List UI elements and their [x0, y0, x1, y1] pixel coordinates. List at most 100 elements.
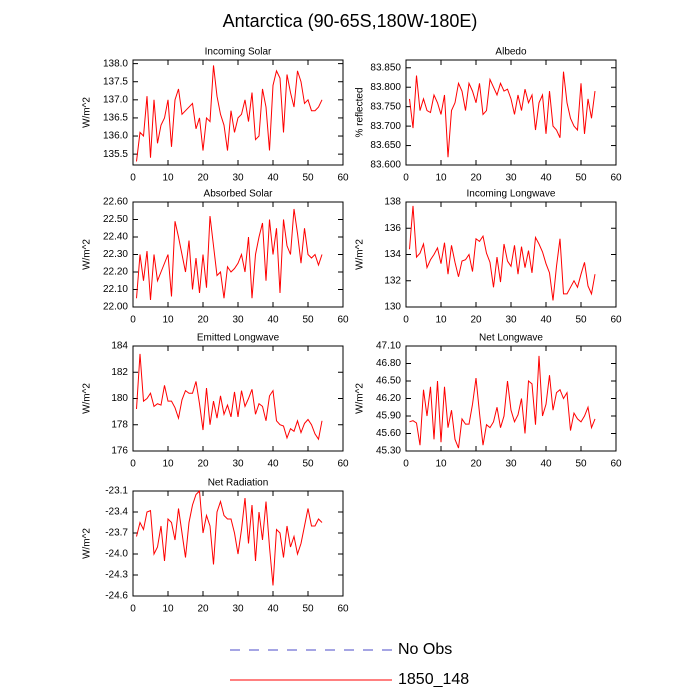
x-tick-label: 40	[540, 315, 552, 326]
x-tick-label: 30	[232, 459, 244, 470]
x-tick-label: 40	[267, 459, 279, 470]
y-tick-label: -23.4	[105, 507, 128, 518]
x-tick-label: 10	[435, 173, 447, 184]
y-axis-label: W/m^2	[355, 239, 366, 270]
x-tick-label: 10	[162, 459, 174, 470]
panel-title: Net Radiation	[208, 478, 269, 489]
x-tick-label: 40	[540, 459, 552, 470]
y-tick-label: 138.0	[103, 58, 128, 69]
y-tick-label: 83.650	[370, 140, 401, 151]
y-axis-label: W/m^2	[82, 528, 93, 559]
x-tick-label: 0	[130, 604, 136, 615]
y-tick-label: 22.40	[103, 232, 128, 243]
x-tick-label: 60	[610, 173, 622, 184]
x-tick-label: 10	[435, 315, 447, 326]
x-tick-label: 60	[337, 315, 349, 326]
x-tick-label: 20	[470, 315, 482, 326]
x-tick-label: 10	[162, 604, 174, 615]
y-tick-label: 45.30	[376, 446, 401, 457]
x-tick-label: 20	[197, 315, 209, 326]
y-tick-label: 83.750	[370, 101, 401, 112]
x-tick-label: 60	[610, 459, 622, 470]
y-tick-label: 47.10	[376, 341, 401, 352]
figure-title: Antarctica (90-65S,180W-180E)	[223, 11, 478, 31]
y-axis-label: W/m^2	[82, 239, 93, 270]
y-tick-label: 130	[384, 302, 401, 313]
x-tick-label: 60	[610, 315, 622, 326]
x-tick-label: 20	[197, 604, 209, 615]
legend-label: 1850_148	[398, 671, 469, 688]
y-tick-label: 184	[111, 341, 128, 352]
x-tick-label: 50	[575, 173, 587, 184]
x-tick-label: 60	[337, 604, 349, 615]
panel-title: Albedo	[495, 47, 527, 58]
x-tick-label: 10	[435, 459, 447, 470]
x-tick-label: 0	[130, 315, 136, 326]
x-tick-label: 40	[267, 173, 279, 184]
x-tick-label: 20	[197, 173, 209, 184]
y-tick-label: 45.60	[376, 428, 401, 439]
x-tick-label: 60	[337, 459, 349, 470]
y-tick-label: -23.1	[105, 486, 128, 497]
panel-title: Absorbed Solar	[204, 189, 274, 200]
y-tick-label: 83.800	[370, 82, 401, 93]
x-tick-label: 10	[162, 315, 174, 326]
y-tick-label: -24.0	[105, 549, 128, 560]
series-line	[136, 208, 323, 301]
y-tick-label: 178	[111, 419, 128, 430]
y-axis-label: % reflected	[355, 87, 366, 137]
x-tick-label: 10	[162, 173, 174, 184]
x-tick-label: 30	[232, 173, 244, 184]
y-tick-label: 137.0	[103, 94, 128, 105]
x-tick-label: 50	[302, 173, 314, 184]
y-tick-label: 22.10	[103, 284, 128, 295]
y-tick-label: -24.6	[105, 591, 128, 602]
x-tick-label: 50	[302, 315, 314, 326]
x-tick-label: 30	[505, 173, 517, 184]
x-tick-label: 30	[232, 315, 244, 326]
panel-title: Net Longwave	[479, 333, 543, 344]
x-tick-label: 30	[505, 315, 517, 326]
plot-frame	[132, 201, 344, 308]
plot-frame	[132, 345, 344, 452]
y-tick-label: 22.00	[103, 302, 128, 313]
y-tick-label: 83.850	[370, 62, 401, 73]
series-line	[409, 205, 596, 301]
x-tick-label: 0	[403, 459, 409, 470]
y-tick-label: -23.7	[105, 528, 128, 539]
y-tick-label: 22.60	[103, 197, 128, 208]
series-line	[409, 355, 596, 449]
y-tick-label: 137.5	[103, 76, 128, 87]
plot-frame	[405, 201, 617, 308]
y-tick-label: 46.80	[376, 358, 401, 369]
x-tick-label: 40	[540, 173, 552, 184]
y-tick-label: 180	[111, 393, 128, 404]
y-tick-label: 22.20	[103, 267, 128, 278]
y-tick-label: 136.5	[103, 113, 128, 124]
x-tick-label: 50	[302, 604, 314, 615]
y-tick-label: 45.90	[376, 411, 401, 422]
y-tick-label: 176	[111, 446, 128, 457]
panel-title: Emitted Longwave	[197, 333, 280, 344]
x-tick-label: 50	[575, 315, 587, 326]
plot-frame	[132, 59, 344, 166]
legend-label: No Obs	[398, 641, 452, 658]
y-tick-label: 136.0	[103, 131, 128, 142]
y-axis-label: W/m^2	[82, 383, 93, 414]
panel-title: Incoming Longwave	[467, 189, 556, 200]
x-tick-label: 60	[337, 173, 349, 184]
y-tick-label: 83.600	[370, 160, 401, 171]
y-tick-label: 22.50	[103, 214, 128, 225]
series-line	[136, 489, 323, 586]
y-axis-label: W/m^2	[355, 383, 366, 414]
plot-frame	[132, 490, 344, 597]
plot-frame	[405, 345, 617, 452]
x-tick-label: 0	[130, 459, 136, 470]
y-tick-label: 134	[384, 249, 401, 260]
x-tick-label: 50	[575, 459, 587, 470]
y-tick-label: 132	[384, 275, 401, 286]
x-tick-label: 20	[470, 459, 482, 470]
y-tick-label: 182	[111, 367, 128, 378]
y-tick-label: -24.3	[105, 570, 128, 581]
